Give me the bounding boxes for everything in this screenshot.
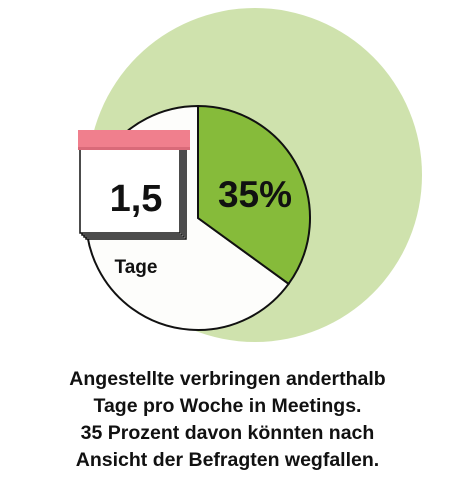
annotation-unit: Tage	[115, 257, 158, 278]
calendar-header	[78, 130, 190, 149]
caption-line: Tage pro Woche in Meetings.	[93, 395, 362, 417]
caption: Angestellte verbringen anderthalb Tage p…	[0, 366, 455, 474]
calendar-header-shadow	[78, 147, 190, 150]
pie-slice-highlight	[197, 104, 311, 286]
annotation-value: 1,5	[110, 178, 163, 220]
caption-line: 35 Prozent davon könnten nach	[80, 422, 375, 444]
caption-line: Angestellte verbringen anderthalb	[69, 368, 386, 390]
caption-line: Ansicht der Befragten wegfallen.	[75, 449, 380, 471]
calendar-icon	[78, 130, 190, 240]
pie-slice-label: 35%	[218, 174, 292, 215]
